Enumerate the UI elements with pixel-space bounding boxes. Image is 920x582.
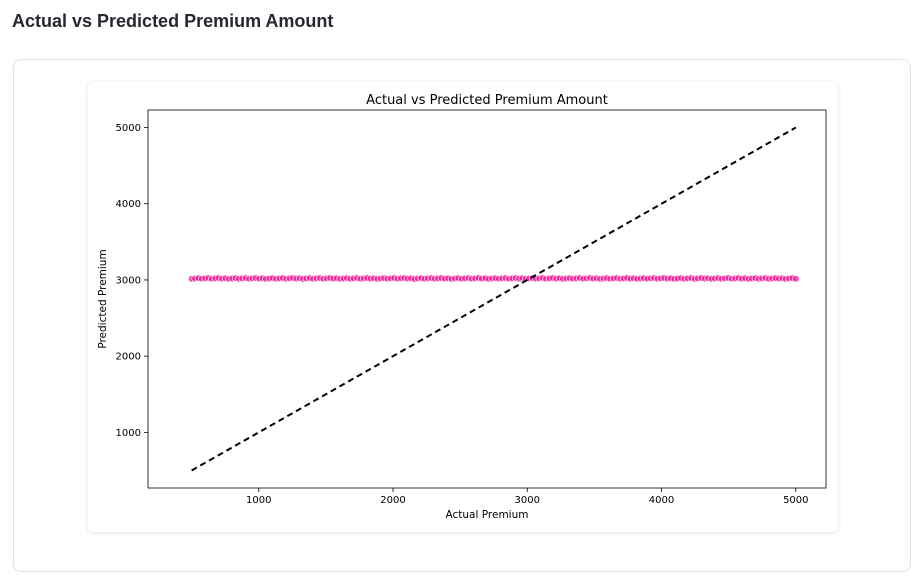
plot-area: [188, 126, 800, 472]
y-tick-label: 4000: [116, 199, 141, 210]
x-tick-label: 1000: [246, 495, 271, 506]
ideal-fit-line: [191, 126, 797, 472]
plot-frame: [147, 109, 827, 489]
x-tick-label: 4000: [649, 495, 674, 506]
y-tick-label: 5000: [116, 123, 141, 134]
chart-figure: Actual vs Predicted Premium Amount 1000 2…: [88, 82, 838, 532]
x-axis-label: Actual Premium: [446, 509, 529, 521]
scatter-point: [792, 275, 800, 283]
x-axis: 1000 2000 3000 4000 5000: [246, 488, 809, 506]
scatter-chart: Actual vs Predicted Premium Amount 1000 2…: [97, 93, 827, 521]
y-tick-label: 2000: [116, 352, 141, 363]
page-title: Actual vs Predicted Premium Amount: [12, 11, 334, 31]
y-axis-label: Predicted Premium: [97, 249, 109, 348]
y-axis: 1000 2000 3000 4000 5000: [116, 123, 148, 439]
chart-title: Actual vs Predicted Premium Amount: [366, 93, 608, 108]
x-tick-label: 2000: [380, 495, 405, 506]
y-tick-label: 1000: [116, 428, 141, 439]
x-tick-label: 3000: [515, 495, 540, 506]
y-tick-label: 3000: [116, 275, 141, 286]
x-tick-label: 5000: [783, 495, 808, 506]
